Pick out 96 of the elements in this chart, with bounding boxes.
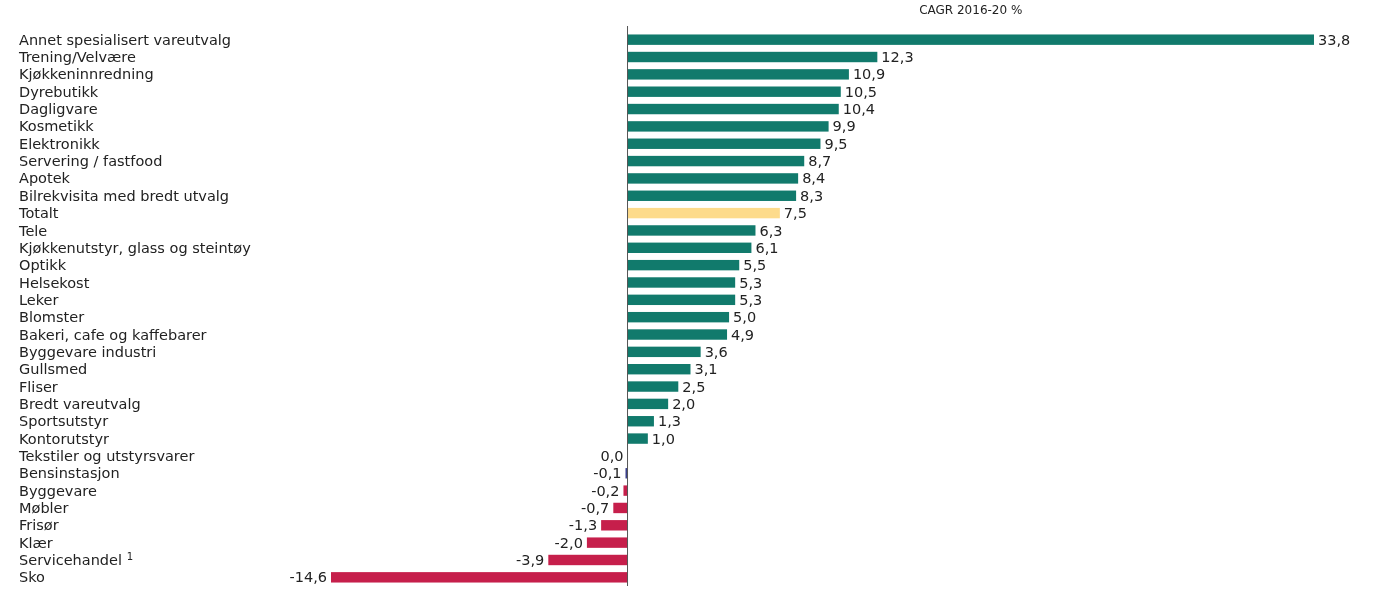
bar — [331, 572, 628, 583]
bar — [627, 433, 648, 444]
y-tick-label: Kjøkkenutstyr, glass og steintøy — [19, 239, 252, 256]
data-label: 12,3 — [881, 49, 914, 66]
bar — [627, 34, 1314, 45]
bar — [627, 242, 752, 253]
data-label: 1,0 — [651, 430, 675, 447]
y-tick-label: Servicehandel $^{1}$ — [19, 550, 134, 569]
data-label: -0,2 — [591, 482, 620, 499]
bar — [627, 190, 797, 201]
y-tick-label: Frisør — [19, 517, 59, 534]
data-label: 5,3 — [739, 274, 763, 291]
bar — [627, 277, 736, 288]
y-tick-label: Byggevare — [19, 482, 97, 499]
bar — [627, 311, 730, 323]
y-tick-label: Optikk — [19, 257, 67, 274]
y-tick-label: Totalt — [18, 205, 59, 222]
y-tick-label: Klær — [19, 534, 53, 551]
y-tick-label: Gullsmed — [19, 361, 88, 378]
y-tick-label: Dagligvare — [19, 101, 98, 118]
bar — [627, 381, 679, 392]
y-tick-label: Kontorutstyr — [19, 430, 110, 447]
y-tick-label: Bilrekvisita med bredt utvalg — [19, 187, 230, 204]
data-label: 3,6 — [704, 343, 728, 360]
bar — [627, 69, 849, 80]
bar — [627, 138, 821, 149]
bar — [627, 346, 701, 358]
bar — [627, 364, 691, 375]
bar — [627, 416, 654, 427]
y-tick-label: Annet spesialisert vareutvalg — [19, 31, 232, 48]
data-label: 0,0 — [600, 448, 624, 464]
data-label: 4,9 — [731, 326, 755, 343]
data-label: 9,5 — [824, 135, 848, 152]
data-label: 3,1 — [694, 361, 718, 378]
data-label: -3,9 — [516, 552, 545, 569]
y-tick-label: Bredt vareutvalg — [19, 395, 141, 412]
y-tick-label: Byggevare industri — [19, 343, 157, 360]
bar — [627, 225, 756, 236]
y-tick-label: Møbler — [19, 500, 69, 517]
chart-title: CAGR 2016-20 % — [919, 3, 1023, 17]
data-label: -14,6 — [289, 569, 327, 586]
bar — [548, 554, 628, 566]
y-tick-label: Dyrebutikk — [19, 83, 99, 100]
y-tick-label: Bakeri, cafe og kaffebarer — [19, 326, 207, 343]
y-tick-label: Kjøkkeninnredning — [19, 66, 154, 83]
y-tick-label: Sko — [19, 569, 46, 586]
bar — [627, 294, 736, 306]
bar — [601, 520, 628, 531]
bar — [625, 468, 628, 479]
data-label: 5,3 — [739, 291, 763, 308]
data-label: -1,3 — [568, 517, 598, 534]
data-label: 2,0 — [672, 395, 696, 412]
data-label: 6,1 — [755, 239, 779, 256]
y-tick-label: Leker — [19, 291, 59, 308]
data-label: 7,5 — [783, 205, 807, 222]
bar — [613, 502, 628, 514]
bar — [627, 259, 740, 271]
bar — [627, 207, 780, 219]
y-tick-label: Kosmetikk — [19, 118, 95, 135]
bar — [627, 121, 829, 132]
bar — [627, 398, 669, 410]
bar — [627, 103, 839, 115]
y-tick-label: Elektronikk — [19, 135, 101, 152]
data-label: 10,9 — [852, 66, 886, 83]
y-tick-label: Servering / fastfood — [19, 153, 163, 170]
y-tick-label: Sportsutstyr — [19, 413, 109, 430]
y-tick-label: Helsekost — [19, 274, 90, 291]
data-label: 2,5 — [682, 378, 706, 395]
bar — [627, 155, 805, 167]
data-label: 10,4 — [842, 101, 876, 118]
data-label: 10,5 — [844, 83, 878, 100]
data-label: 5,5 — [743, 257, 767, 274]
data-label: 6,3 — [759, 222, 783, 239]
y-tick-label: Bensinstasjon — [19, 465, 120, 482]
data-label: -0,1 — [593, 465, 622, 482]
y-tick-label: Tekstiler og utstyrsvarer — [18, 448, 195, 464]
data-label: 8,4 — [802, 170, 826, 187]
y-tick-label: Apotek — [19, 170, 71, 187]
data-label: -2,0 — [554, 534, 583, 551]
bar — [627, 51, 878, 63]
data-label: 33,8 — [1318, 31, 1351, 48]
bar — [627, 86, 841, 97]
y-tick-label: Blomster — [19, 309, 85, 326]
data-label: 9,9 — [832, 118, 856, 135]
bar — [627, 329, 728, 340]
bar — [623, 485, 628, 496]
bar — [586, 537, 628, 548]
data-label: 5,0 — [733, 309, 757, 326]
data-label: 8,7 — [808, 153, 832, 170]
data-label: 8,3 — [800, 187, 824, 204]
y-tick-label: Tele — [18, 222, 48, 239]
data-label: -0,7 — [581, 500, 610, 517]
y-tick-label: Trening/Velvære — [18, 49, 136, 66]
y-tick-label: Fliser — [19, 378, 58, 395]
bar — [627, 173, 799, 184]
data-label: 1,3 — [657, 413, 681, 430]
